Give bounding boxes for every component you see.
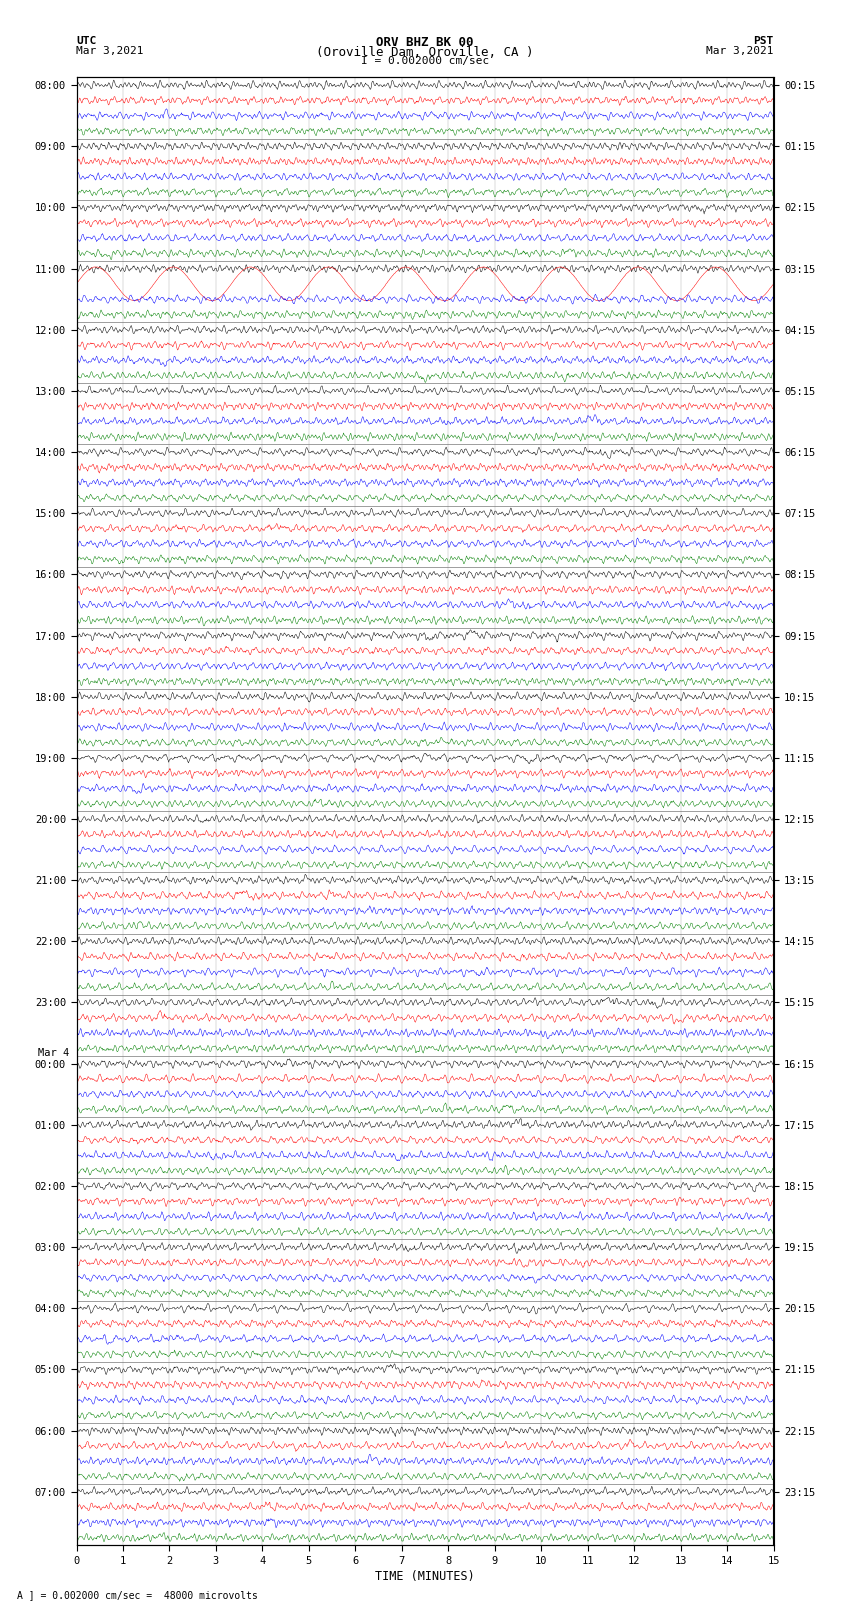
Text: I = 0.002000 cm/sec: I = 0.002000 cm/sec [361,56,489,66]
Text: A ] = 0.002000 cm/sec =  48000 microvolts: A ] = 0.002000 cm/sec = 48000 microvolts [17,1590,258,1600]
X-axis label: TIME (MINUTES): TIME (MINUTES) [375,1569,475,1582]
Text: UTC: UTC [76,37,97,47]
Text: Mar 4: Mar 4 [38,1047,70,1058]
Text: Mar 3,2021: Mar 3,2021 [706,45,774,56]
Text: Mar 3,2021: Mar 3,2021 [76,45,144,56]
Text: (Oroville Dam, Oroville, CA ): (Oroville Dam, Oroville, CA ) [316,45,534,60]
Text: ORV BHZ BK 00: ORV BHZ BK 00 [377,37,473,50]
Text: PST: PST [753,37,774,47]
